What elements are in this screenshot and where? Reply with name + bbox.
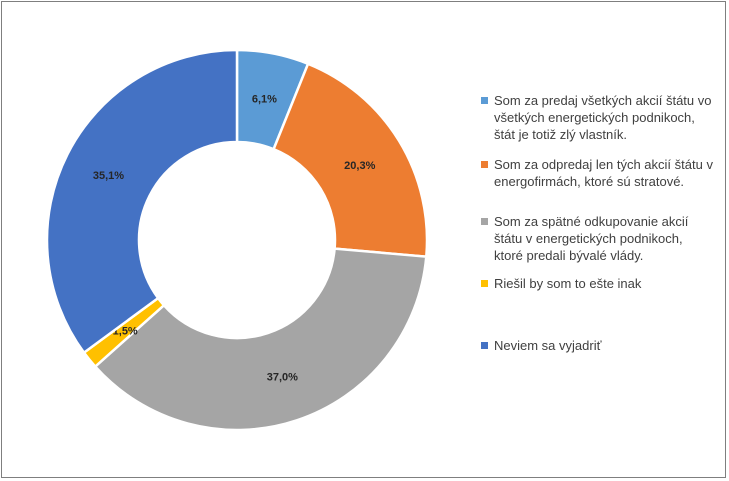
data-label-dont-know: 35,1% xyxy=(93,170,124,182)
legend-label: Neviem sa vyjadriť xyxy=(494,338,602,353)
data-label-otherwise: 1,5% xyxy=(113,326,138,338)
slice-buy-back xyxy=(93,247,428,432)
legend-swatch xyxy=(481,342,488,349)
legend-swatch xyxy=(481,280,488,287)
data-label-buy-back: 37,0% xyxy=(267,372,298,384)
legend-swatch xyxy=(481,97,488,104)
slice-sell-loss-making xyxy=(272,62,429,259)
legend-item-sell-all: Som za predaj všetkých akcií štátu vo vš… xyxy=(481,92,711,143)
legend-item-buy-back: Som za spätné odkupovanie akcií štátu v … xyxy=(481,213,688,264)
legend-label: Som za odpredaj len tých akcií štátu v e… xyxy=(494,157,713,189)
data-label-sell-loss-making: 20,3% xyxy=(344,160,375,172)
legend-label: Som za spätné odkupovanie akcií štátu v … xyxy=(494,214,689,263)
legend-label: Som za predaj všetkých akcií štátu vo vš… xyxy=(494,93,712,142)
data-label-sell-all: 6,1% xyxy=(252,94,277,106)
legend-swatch xyxy=(481,218,488,225)
legend-item-sell-loss-making: Som za odpredaj len tých akcií štátu v e… xyxy=(481,156,713,190)
legend-item-dont-know: Neviem sa vyjadriť xyxy=(481,337,601,354)
legend-label: Riešil by som to ešte inak xyxy=(494,276,642,291)
legend-swatch xyxy=(481,161,488,168)
slice-dont-know xyxy=(45,48,239,355)
legend-item-otherwise: Riešil by som to ešte inak xyxy=(481,275,641,292)
